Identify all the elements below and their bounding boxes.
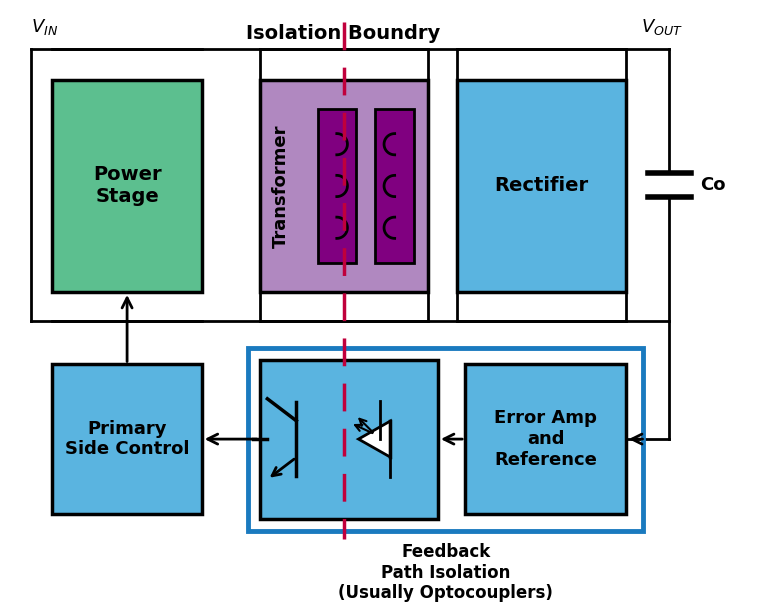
Text: Co: Co xyxy=(700,176,726,194)
Bar xyxy=(260,80,429,292)
Text: Rectifier: Rectifier xyxy=(495,176,589,195)
Text: Feedback
Path Isolation
(Usually Optocouplers): Feedback Path Isolation (Usually Optocou… xyxy=(338,543,554,602)
Bar xyxy=(52,364,202,514)
Text: Isolation Boundry: Isolation Boundry xyxy=(247,24,441,43)
Bar xyxy=(260,360,438,519)
Bar xyxy=(375,109,414,263)
Text: $V_{OUT}$: $V_{OUT}$ xyxy=(641,17,682,38)
Text: $V_{IN}$: $V_{IN}$ xyxy=(31,17,59,38)
Text: Error Amp
and
Reference: Error Amp and Reference xyxy=(494,409,597,469)
Bar xyxy=(465,364,626,514)
Text: Primary
Side Control: Primary Side Control xyxy=(65,419,190,458)
Bar xyxy=(318,109,356,263)
Polygon shape xyxy=(359,421,390,457)
Text: Power
Stage: Power Stage xyxy=(93,166,161,206)
Bar xyxy=(52,80,202,292)
Bar xyxy=(457,80,626,292)
Text: Transformer: Transformer xyxy=(272,124,290,248)
Bar xyxy=(248,348,644,531)
